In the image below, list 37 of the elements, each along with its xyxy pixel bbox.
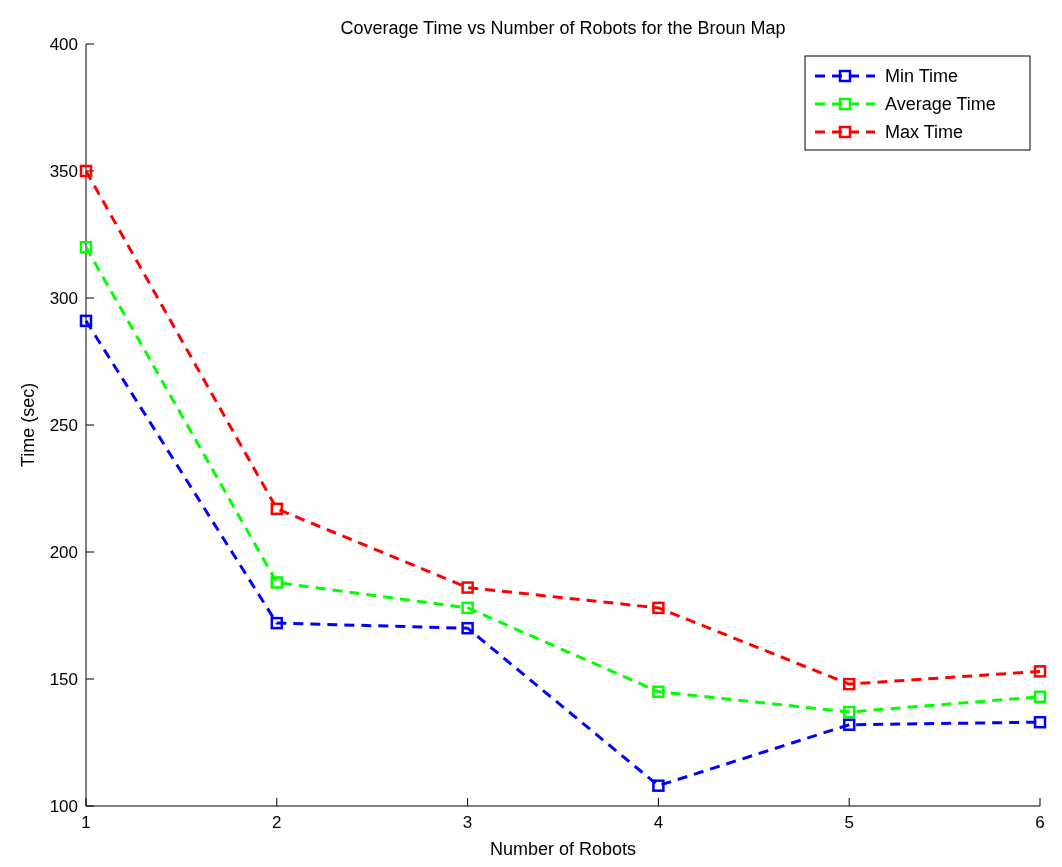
chart-title: Coverage Time vs Number of Robots for the Broun Map [340,18,786,38]
point [79,240,93,254]
x-tick-label: 3 [462,813,473,832]
point [1033,715,1047,729]
x-tick-label: 5 [844,813,854,832]
y-tick-label: 400 [49,35,78,54]
x-tick-label: 2 [272,813,282,832]
x-tick-label: 1 [81,813,91,832]
legend-label: Average Time [885,94,996,114]
point [842,705,856,719]
legend-label: Max Time [885,122,964,142]
x-axis-title: Number of Robots [489,839,637,859]
point [842,718,856,731]
y-tick-label: 150 [49,670,78,689]
point [842,677,856,691]
point [652,685,665,698]
point [461,581,474,594]
point [652,601,665,615]
point [270,616,284,630]
y-tick-label: 300 [49,289,78,308]
y-tick-label: 350 [49,162,78,181]
y-tick-label: 100 [49,797,78,816]
point [461,601,474,615]
point [79,314,93,328]
point [1033,665,1047,678]
point [461,621,474,635]
point [270,502,284,516]
y-tick-label: 200 [49,543,78,562]
x-tick-label: 4 [653,813,664,832]
y-axis-title: Time (sec) [18,382,38,468]
point [79,164,93,178]
point [1033,690,1047,704]
y-tick-label: 250 [49,416,78,435]
point [652,779,665,792]
point [270,576,284,589]
legend-label: Min Time [885,66,959,86]
x-tick-label: 6 [1035,813,1045,832]
